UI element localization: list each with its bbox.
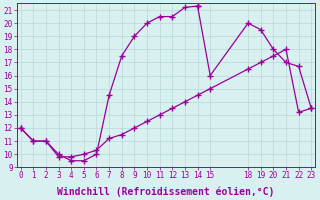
X-axis label: Windchill (Refroidissement éolien,°C): Windchill (Refroidissement éolien,°C) (57, 186, 275, 197)
